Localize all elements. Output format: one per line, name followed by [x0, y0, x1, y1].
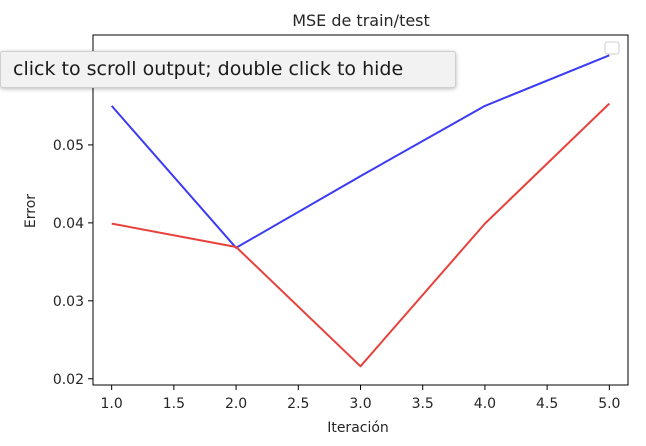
- x-tick-label: 2.5: [287, 396, 309, 412]
- x-tick-label: 5.0: [598, 396, 620, 412]
- x-tick-label: 2.0: [225, 396, 247, 412]
- x-tick-label: 4.0: [474, 396, 496, 412]
- x-tick-label: 3.0: [349, 396, 371, 412]
- scroll-output-tooltip[interactable]: click to scroll output; double click to …: [0, 51, 456, 88]
- y-tick-label: 0.04: [53, 216, 84, 232]
- y-axis-label: Error: [23, 194, 39, 228]
- legend-box: [604, 41, 620, 55]
- x-tick-label: 3.5: [412, 396, 434, 412]
- x-tick-label: 1.5: [163, 396, 185, 412]
- chart-title: MSE de train/test: [292, 11, 430, 30]
- series-line-1: [110, 54, 610, 249]
- y-tick-label: 0.03: [53, 294, 84, 310]
- series-line-2: [111, 102, 610, 368]
- x-axis-label: Iteración: [327, 420, 389, 436]
- x-tick-label: 4.5: [536, 396, 558, 412]
- y-tick-label: 0.02: [53, 372, 84, 388]
- y-tick-label: 0.05: [53, 138, 84, 154]
- plot-area: 1.0 1.5 2.0 2.5 3.0 3.5 4.0 4.5 5.0 0.02 0.03 0.04 0…: [53, 34, 629, 412]
- x-tick-label: 1.0: [101, 396, 123, 412]
